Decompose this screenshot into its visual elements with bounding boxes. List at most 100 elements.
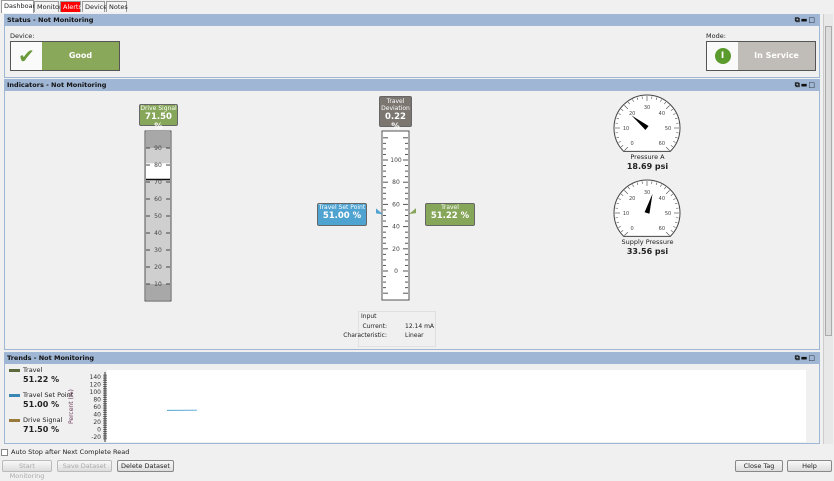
tick-label: 20	[154, 264, 162, 271]
scrollbar-thumb[interactable]	[825, 26, 832, 336]
legend-value: 51.00 %	[23, 400, 59, 409]
pressure-a-value: 18.69 psi	[600, 162, 695, 171]
legend-value: 51.22 %	[23, 375, 59, 384]
tick-label: 0	[631, 141, 634, 147]
start-monitoring-button[interactable]: Start Monitoring	[2, 460, 52, 472]
tick-label: 60	[93, 404, 101, 411]
tick-label: 40	[93, 412, 101, 419]
delete-dataset-button[interactable]: Delete Dataset	[117, 460, 174, 472]
tick-label: 90	[154, 145, 162, 152]
tick-label: 60	[659, 141, 665, 147]
legend-swatch	[9, 369, 20, 372]
tick-label: 50	[154, 213, 162, 220]
characteristic-value: Linear	[405, 332, 424, 339]
tick-label: 120	[90, 382, 102, 389]
auto-stop-label: Auto Stop after Next Complete Read	[11, 448, 129, 456]
tick-label: 0	[631, 226, 634, 232]
device-status: ✔ Good	[10, 41, 120, 71]
tick-label: 50	[665, 211, 671, 217]
in-service-icon: I	[707, 42, 738, 70]
trends-header: Trends - Not Monitoring ⧉▬□	[5, 353, 819, 364]
tick-label: -20	[91, 434, 101, 441]
travel-value: 51.22 %	[426, 211, 474, 221]
supply-pressure-label: Supply Pressure	[600, 238, 695, 246]
characteristic-label: Characteristic:	[343, 332, 387, 339]
tick-label: 60	[392, 201, 400, 208]
status-title: Status - Not Monitoring	[7, 16, 93, 24]
trends-title: Trends - Not Monitoring	[7, 354, 94, 362]
tick-label: 100	[390, 157, 402, 164]
travel-gauge: 0 20 40 60 80 100	[376, 128, 416, 304]
travel-set-point-value: 51.00 %	[318, 211, 366, 221]
panel-controls[interactable]: ⧉▬□	[795, 16, 816, 25]
tick-label: 10	[154, 281, 162, 288]
legend-name: Drive Signal	[23, 416, 62, 424]
panel-controls[interactable]: ⧉▬□	[795, 354, 816, 363]
check-icon: ✔	[11, 42, 42, 70]
tick-label: 140	[90, 374, 102, 381]
tick-label: 40	[659, 196, 665, 202]
tab-device[interactable]: Device	[82, 1, 105, 12]
legend-swatch	[9, 394, 20, 397]
status-panel: Status - Not Monitoring ⧉▬□ Device: ✔ Goo…	[4, 14, 820, 78]
tick-label: 20	[629, 111, 635, 117]
tick-label: 20	[93, 419, 101, 426]
input-title: Input	[361, 313, 377, 320]
tick-label: 30	[644, 105, 650, 111]
tick-label: 0	[97, 427, 101, 434]
tick-label: 40	[659, 111, 665, 117]
legend-name: Travel	[23, 366, 42, 374]
travel-set-point-label: Travel Set Point	[319, 204, 365, 211]
pressure-a-label: Pressure A	[600, 153, 695, 161]
device-value: Good	[42, 42, 119, 70]
current-label: Current:	[362, 323, 387, 330]
tick-label: 100	[90, 389, 102, 396]
tick-label: 40	[392, 224, 400, 231]
save-dataset-button[interactable]: Save Dataset	[57, 460, 112, 472]
tick-label: 80	[93, 397, 101, 404]
tick-label: 30	[644, 190, 650, 196]
tab-notes[interactable]: Notes	[106, 1, 127, 12]
tick-label: 40	[154, 230, 162, 237]
close-tag-button[interactable]: Close Tag	[735, 460, 783, 472]
status-header: Status - Not Monitoring ⧉▬□	[5, 15, 819, 26]
tick-label: 60	[154, 196, 162, 203]
tick-label: 50	[665, 126, 671, 132]
tab-dashboard[interactable]: Dashboard	[1, 0, 34, 13]
tick-label: 0	[394, 268, 398, 275]
tick-label: 20	[392, 246, 400, 253]
legend-name: Travel Set Point	[23, 391, 73, 399]
input-group: Input Current: 12.14 mA Characteristic: …	[358, 311, 436, 347]
panel-controls[interactable]: ⧉▬□	[795, 81, 816, 90]
tick-label: 10	[623, 126, 629, 132]
tab-monitor[interactable]: Monitor	[34, 1, 59, 12]
vertical-scrollbar[interactable]	[823, 14, 833, 444]
mode-status: I In Service	[706, 41, 816, 71]
tab-alerts[interactable]: Alerts	[60, 1, 81, 12]
travel-deviation-label: Travel Deviation	[381, 98, 410, 112]
current-value: 12.14 mA	[405, 323, 434, 330]
tick-label: 80	[392, 179, 400, 186]
indicators-title: Indicators - Not Monitoring	[7, 81, 106, 89]
help-button[interactable]: Help	[787, 460, 832, 472]
auto-stop-checkbox[interactable]: Auto Stop after Next Complete Read	[1, 448, 129, 456]
mode-value: In Service	[738, 42, 815, 70]
tick-label: 80	[154, 162, 162, 169]
mode-label: Mode:	[706, 32, 726, 40]
device-label: Device:	[10, 32, 34, 40]
drive-signal-label: Drive Signal	[140, 105, 176, 112]
legend-value: 71.50 %	[23, 425, 59, 434]
travel-label: Travel	[441, 204, 459, 211]
tick-label: 10	[623, 211, 629, 217]
indicators-header: Indicators - Not Monitoring ⧉▬□	[5, 80, 819, 91]
tick-label: 30	[154, 247, 162, 254]
gauge-dial	[614, 95, 680, 151]
tick-label: 60	[659, 226, 665, 232]
supply-pressure-value: 33.56 psi	[600, 247, 695, 256]
